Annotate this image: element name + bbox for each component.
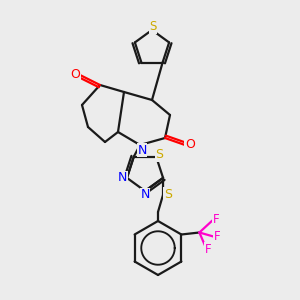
Text: S: S <box>149 20 157 34</box>
Text: O: O <box>185 137 195 151</box>
Text: F: F <box>214 230 221 243</box>
Text: S: S <box>164 188 172 200</box>
Text: N: N <box>137 143 147 157</box>
Text: N: N <box>140 188 150 202</box>
Text: O: O <box>70 68 80 80</box>
Text: F: F <box>205 243 212 256</box>
Text: S: S <box>155 148 163 161</box>
Text: F: F <box>213 213 220 226</box>
Text: N: N <box>118 171 128 184</box>
